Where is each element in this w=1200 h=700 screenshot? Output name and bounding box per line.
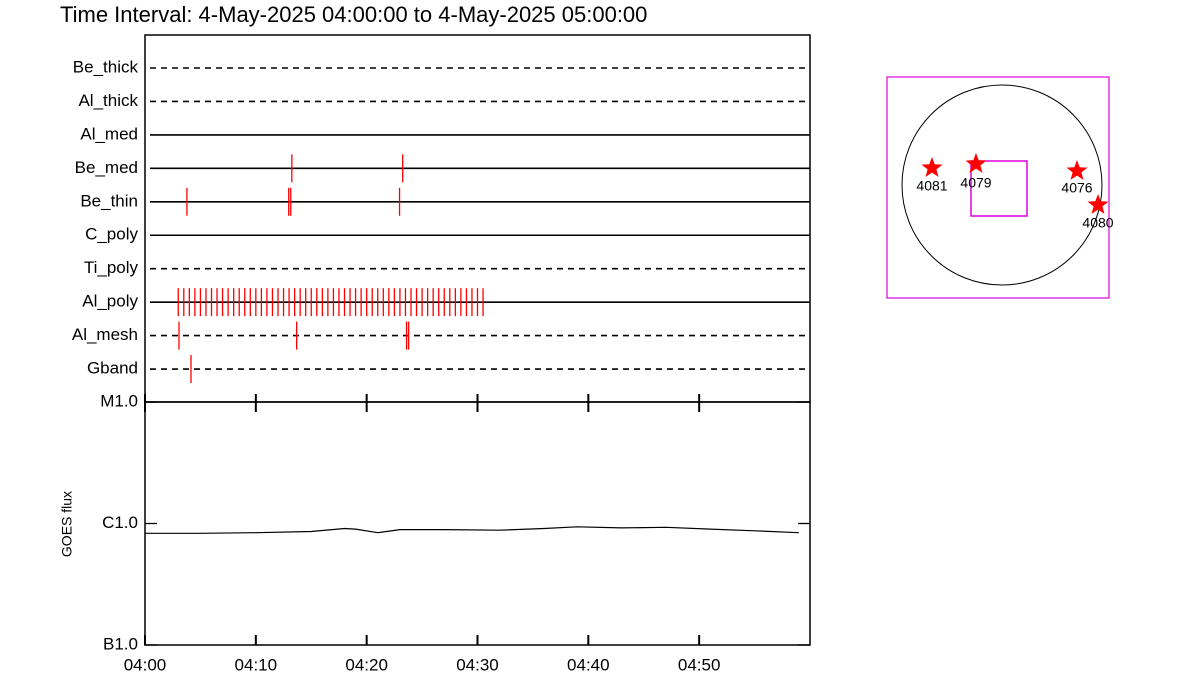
field-of-view bbox=[970, 160, 1028, 217]
y-axis-label: GOES flux bbox=[59, 491, 75, 557]
filter-label: Ti_poly bbox=[84, 258, 139, 277]
region-label: 4080 bbox=[1082, 215, 1113, 231]
filter-label: Al_poly bbox=[82, 292, 138, 311]
y-tick-label: B1.0 bbox=[103, 634, 138, 653]
x-tick-label: 04:40 bbox=[567, 655, 610, 674]
filter-label: Al_thick bbox=[78, 91, 138, 110]
region-label: 4079 bbox=[960, 175, 991, 191]
region-label: 4076 bbox=[1061, 180, 1092, 196]
filter-label: Al_med bbox=[80, 124, 138, 143]
y-tick-label: M1.0 bbox=[100, 391, 138, 410]
filter-label: Be_thick bbox=[73, 57, 139, 76]
region-star bbox=[965, 153, 987, 173]
goes-frame bbox=[144, 401, 811, 646]
x-tick-label: 04:50 bbox=[678, 655, 721, 674]
chart-title: Time Interval: 4-May-2025 04:00:00 to 4-… bbox=[60, 2, 647, 27]
x-tick-label: 04:30 bbox=[456, 655, 499, 674]
filter-label: Be_thin bbox=[80, 191, 138, 210]
x-tick-label: 04:20 bbox=[345, 655, 388, 674]
timeline-frame bbox=[144, 34, 811, 403]
filter-label: C_poly bbox=[85, 225, 138, 244]
filter-label: Al_mesh bbox=[72, 325, 138, 344]
region-label: 4081 bbox=[916, 178, 947, 194]
filter-label: Gband bbox=[87, 359, 138, 378]
goes-flux-line bbox=[145, 526, 799, 534]
region-star bbox=[1066, 160, 1088, 180]
filter-label: Be_med bbox=[75, 158, 138, 177]
map-frame bbox=[886, 76, 1110, 299]
region-star bbox=[1087, 194, 1109, 214]
region-star bbox=[921, 157, 943, 177]
sun-map: 4081 4079 4076 4080 bbox=[886, 76, 1114, 299]
x-tick-label: 04:10 bbox=[235, 655, 278, 674]
y-tick-label: C1.0 bbox=[102, 513, 138, 532]
solar-limb bbox=[901, 84, 1103, 286]
x-tick-label: 04:00 bbox=[124, 655, 167, 674]
